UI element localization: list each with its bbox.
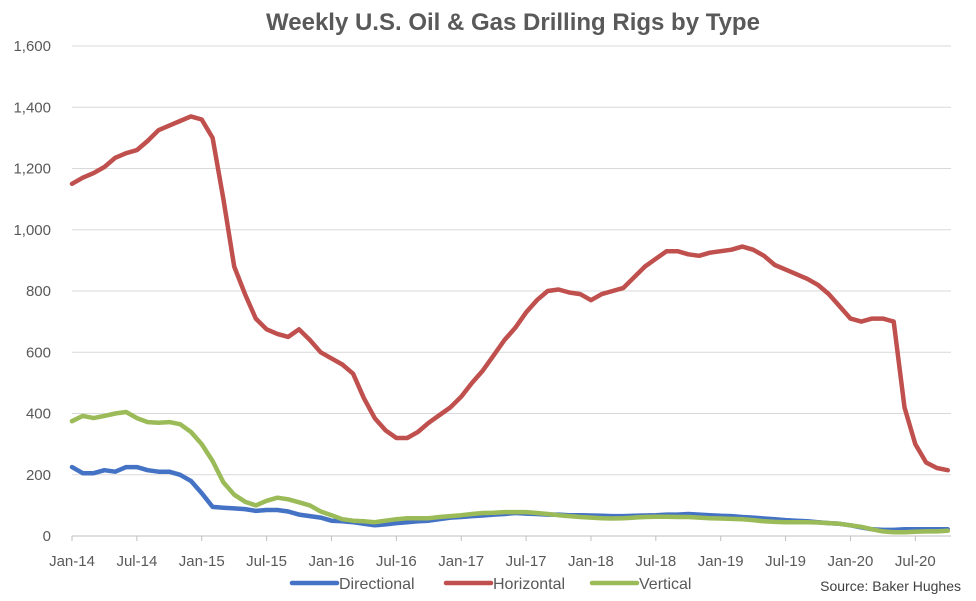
x-tick-label: Jul-20 <box>895 553 936 570</box>
y-tick-label: 1,600 <box>13 38 51 55</box>
x-tick-label: Jul-15 <box>246 553 287 570</box>
y-tick-label: 1,000 <box>13 222 51 239</box>
series-line-horizontal <box>69 114 951 473</box>
series-line-vertical <box>69 409 951 535</box>
x-tick-label: Jan-17 <box>438 553 484 570</box>
x-tick-label: Jan-15 <box>179 553 225 570</box>
axes <box>71 535 951 541</box>
source-note: Source: Baker Hughes <box>820 578 961 594</box>
chart-title: Weekly U.S. Oil & Gas Drilling Rigs by T… <box>266 9 760 36</box>
legend: Directional Horizontal Vertical <box>289 576 691 593</box>
x-tick-label: Jan-19 <box>698 553 744 570</box>
x-tick-label: Jan-14 <box>49 553 95 570</box>
y-tick-label: 1,200 <box>13 161 51 178</box>
y-tick-label: 600 <box>26 344 51 361</box>
legend-label-horizontal: Horizontal <box>493 576 565 593</box>
x-tick-label: Jul-14 <box>116 553 157 570</box>
legend-label-directional: Directional <box>339 576 415 593</box>
y-tick-label: 0 <box>43 528 51 545</box>
x-tick-label: Jan-20 <box>828 553 874 570</box>
y-tick-label: 200 <box>26 467 51 484</box>
x-tick-label: Jul-18 <box>635 553 676 570</box>
y-tick-label: 400 <box>26 406 51 423</box>
x-axis-tick-labels: Jan-14 Jul-14 Jan-15 Jul-15 Jan-16 Jul-16 Jan-… <box>49 553 936 570</box>
x-tick-label: Jan-16 <box>309 553 355 570</box>
y-axis-tick-labels: 0 200 400 600 800 1,000 1,200 1,400 1,600 <box>13 38 51 545</box>
y-tick-label: 800 <box>26 283 51 300</box>
gridlines <box>72 45 951 476</box>
y-tick-label: 1,400 <box>13 99 51 116</box>
x-tick-label: Jul-16 <box>376 553 417 570</box>
legend-label-vertical: Vertical <box>639 576 691 593</box>
x-tick-label: Jul-17 <box>506 553 547 570</box>
x-tick-label: Jan-18 <box>568 553 614 570</box>
series-lines <box>69 114 951 535</box>
x-tick-label: Jul-19 <box>765 553 806 570</box>
